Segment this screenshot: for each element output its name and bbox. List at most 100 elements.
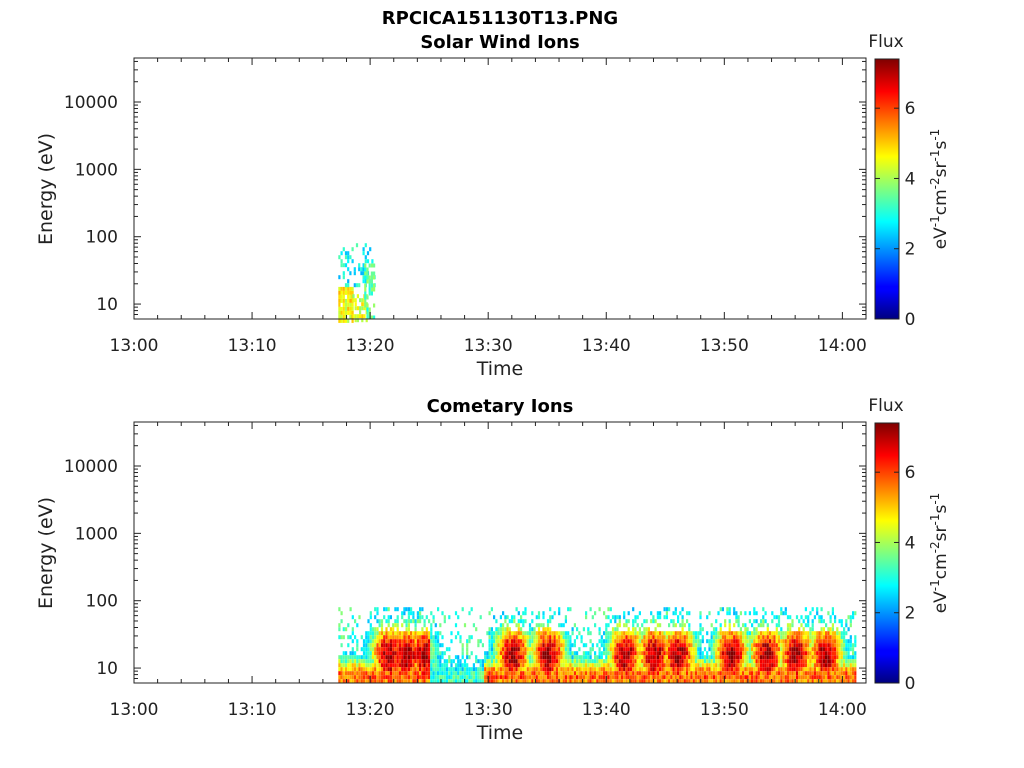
flux-cell [656, 671, 659, 676]
flux-cell [677, 667, 680, 672]
flux-cell [544, 663, 547, 668]
flux-cell [663, 651, 666, 656]
flux-cell [751, 651, 754, 656]
flux-cell [852, 675, 855, 680]
flux-cell [549, 659, 552, 664]
flux-cell [412, 611, 415, 616]
flux-cell [605, 659, 608, 664]
flux-cell [753, 631, 756, 636]
flux-cell [681, 639, 684, 644]
flux-cell [580, 663, 583, 668]
flux-cell [782, 671, 785, 676]
flux-cell [553, 651, 556, 656]
flux-cell [338, 306, 341, 311]
flux-cell [522, 655, 525, 660]
flux-cell [813, 675, 816, 680]
flux-cell [728, 607, 731, 612]
flux-cell [641, 663, 644, 668]
flux-cell [632, 675, 635, 680]
flux-cell [387, 651, 390, 656]
flux-cell [401, 663, 404, 668]
flux-cell [654, 679, 657, 684]
flux-cell [567, 655, 570, 660]
flux-cell [744, 639, 747, 644]
flux-cell [495, 619, 498, 624]
flux-cell [645, 639, 648, 644]
flux-cell [854, 643, 857, 648]
flux-cell [495, 647, 498, 652]
flux-cell [762, 631, 765, 636]
flux-cell [746, 659, 749, 664]
flux-cell [789, 659, 792, 664]
flux-cell [517, 679, 520, 684]
flux-cell [600, 679, 603, 684]
flux-cell [681, 671, 684, 676]
flux-cell [674, 671, 677, 676]
flux-cell [355, 243, 359, 248]
flux-cell [656, 639, 659, 644]
flux-cell [463, 671, 467, 676]
flux-cell [703, 663, 707, 668]
flux-cell [771, 651, 774, 656]
flux-cell [349, 679, 352, 684]
flux-cell [730, 679, 733, 684]
flux-cell [827, 651, 830, 656]
flux-cell [468, 679, 471, 684]
flux-cell [672, 639, 675, 644]
flux-cell [715, 619, 718, 624]
flux-cell [623, 679, 626, 684]
flux-cell [470, 679, 473, 684]
flux-cell [445, 663, 449, 668]
flux-cell [668, 671, 671, 676]
flux-cell [387, 659, 390, 664]
flux-cell [627, 659, 630, 664]
flux-cell [603, 647, 606, 652]
flux-cell [692, 671, 695, 676]
flux-cell [349, 298, 352, 303]
flux-cell [439, 671, 442, 676]
flux-cell [840, 619, 843, 624]
flux-cell [553, 671, 556, 676]
flux-cell [769, 643, 772, 648]
flux-cell [511, 663, 514, 668]
flux-cell [352, 294, 355, 299]
flux-cell [376, 667, 379, 672]
flux-cell [569, 639, 572, 644]
flux-cell [526, 651, 529, 656]
flux-cell [571, 627, 574, 632]
flux-cell [515, 659, 518, 664]
flux-cell [344, 318, 348, 323]
flux-cell [686, 651, 689, 656]
flux-cell [522, 679, 525, 684]
flux-cell [611, 667, 615, 672]
flux-cell [591, 667, 594, 672]
flux-cell [688, 675, 691, 680]
flux-cell [347, 635, 350, 640]
flux-cell [638, 643, 641, 648]
flux-cell [562, 667, 565, 672]
flux-cell [571, 667, 574, 672]
flux-cell [398, 655, 401, 660]
flux-cell [625, 631, 628, 636]
flux-cell [342, 671, 345, 676]
flux-cell [645, 679, 648, 684]
flux-cell [528, 671, 532, 676]
flux-cell [410, 647, 413, 652]
flux-cell [564, 639, 567, 644]
flux-cell [712, 655, 716, 660]
flux-cell [636, 631, 639, 636]
flux-cell [562, 659, 565, 664]
flux-cell [477, 659, 480, 664]
flux-cell [376, 643, 379, 648]
flux-cell [809, 671, 812, 676]
flux-cell [656, 643, 659, 648]
flux-cell [795, 635, 799, 640]
flux-cell [674, 663, 677, 668]
flux-cell [753, 611, 756, 616]
flux-cell [854, 671, 857, 676]
flux-cell [829, 635, 832, 640]
flux-cell [598, 675, 601, 680]
flux-cell [811, 635, 814, 640]
flux-cell [439, 667, 442, 672]
flux-cell [679, 671, 682, 676]
